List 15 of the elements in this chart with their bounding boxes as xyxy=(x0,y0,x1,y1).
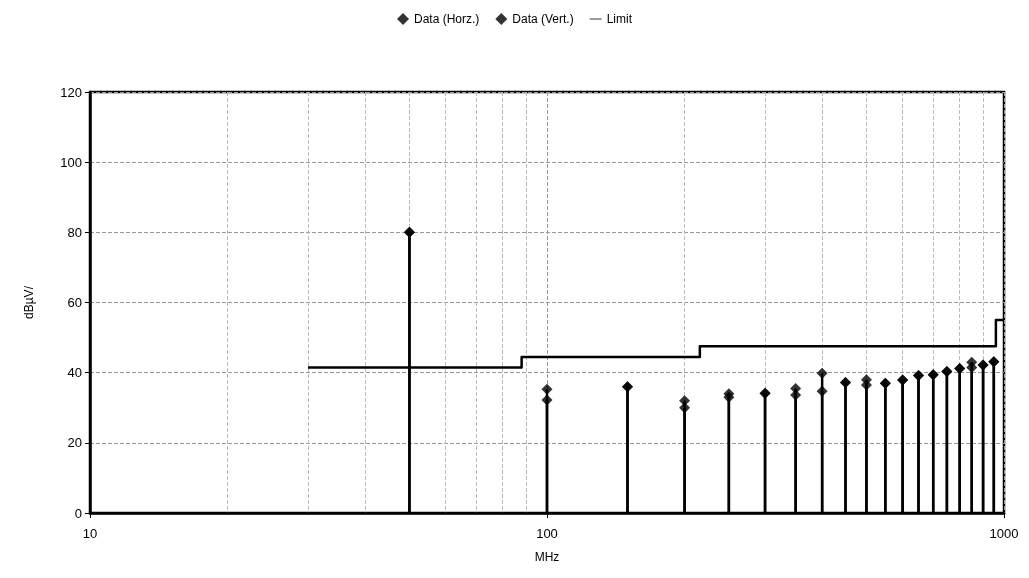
y-tick-label: 80 xyxy=(67,224,82,240)
y-tick-label: 100 xyxy=(60,154,82,170)
legend-label: Data (Vert.) xyxy=(512,12,574,26)
x-tick-label: 10 xyxy=(82,526,98,541)
y-tick-label: 60 xyxy=(67,295,82,310)
y-tick-label: 20 xyxy=(67,435,82,451)
y-tick-label: 40 xyxy=(67,365,82,381)
y-tick-label: 0 xyxy=(74,505,82,521)
x-axis-title: MHz xyxy=(534,550,560,564)
x-tick-label: 100 xyxy=(536,526,558,541)
x-tick-label: 1000 xyxy=(989,526,1019,541)
y-axis-title: dBµV/ xyxy=(22,285,36,319)
y-tick-label: 120 xyxy=(60,84,82,100)
legend-label: Limit xyxy=(606,12,633,26)
legend-label: Data (Horz.) xyxy=(413,12,480,26)
